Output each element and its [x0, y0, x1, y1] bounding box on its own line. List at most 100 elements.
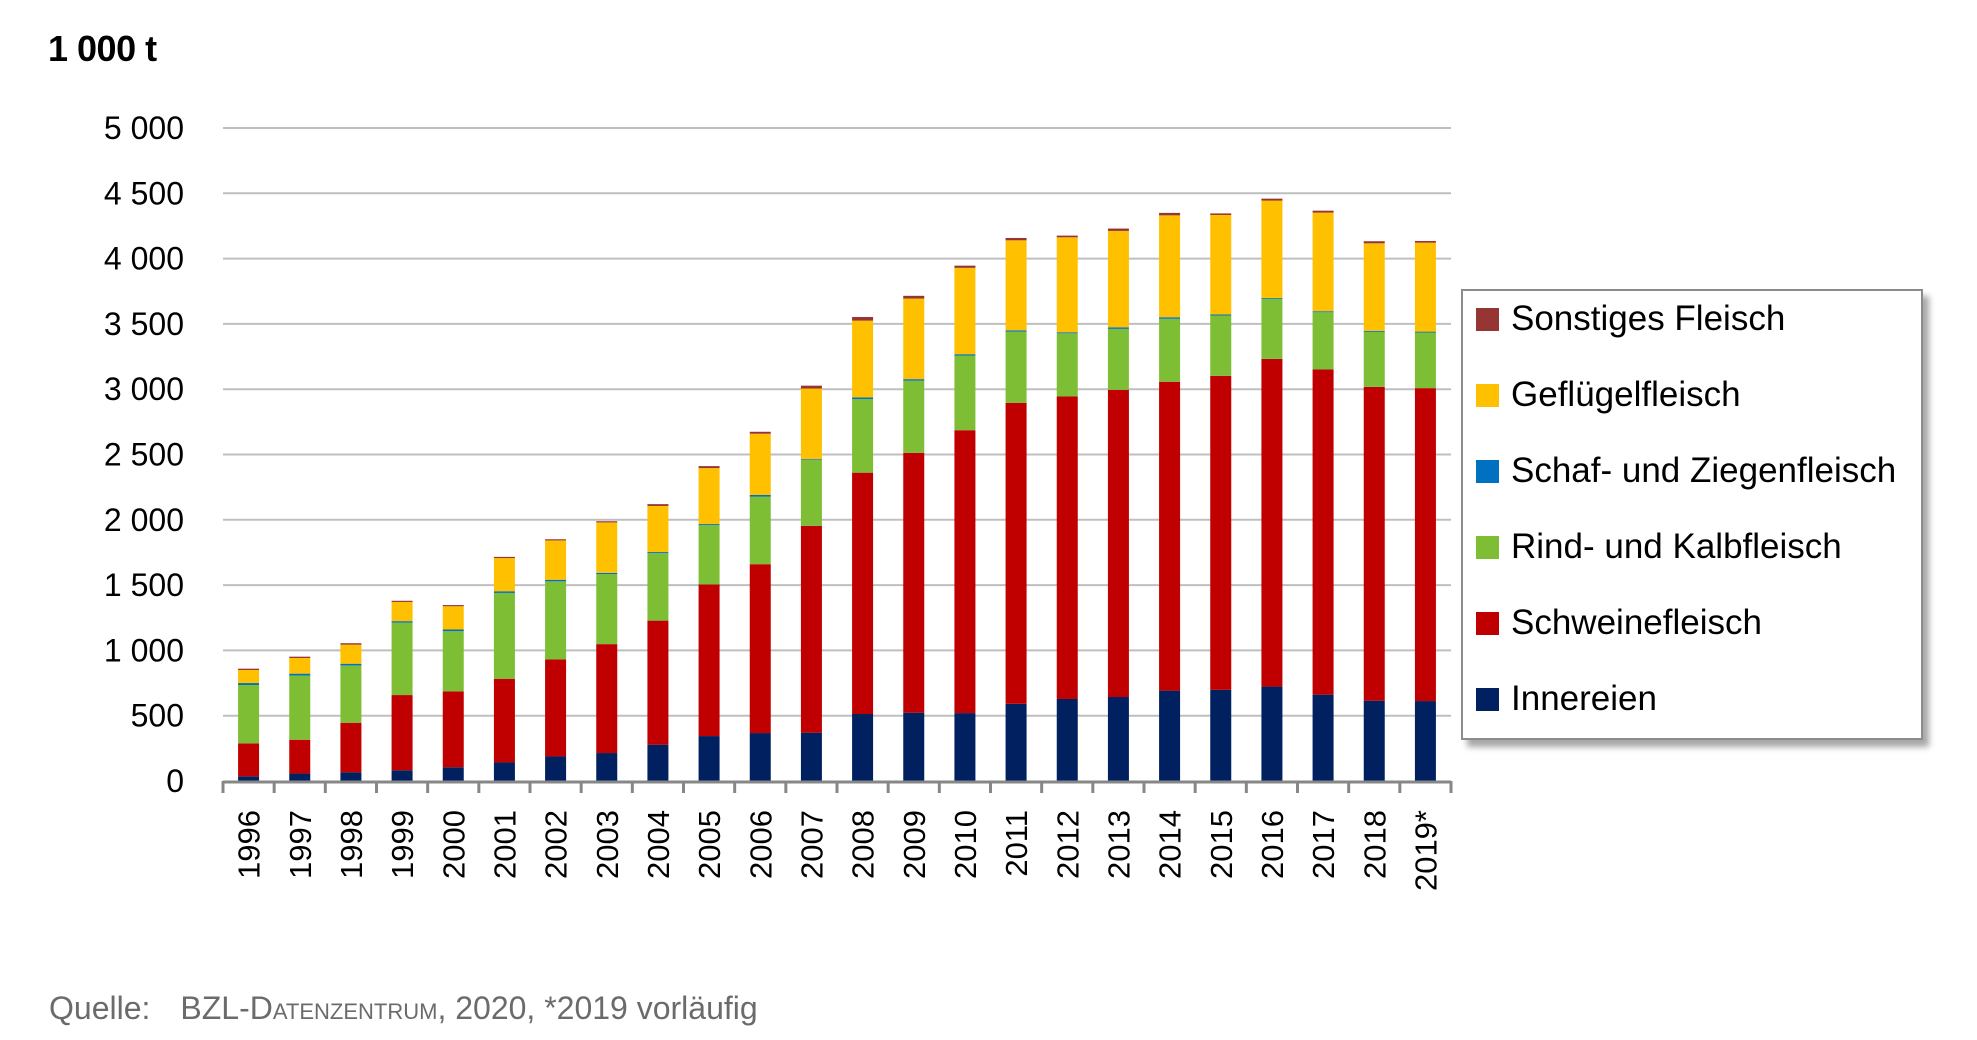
bar-segment-sonstiges-fleisch	[1107, 228, 1129, 231]
bar-segment-schweinefleisch	[903, 452, 925, 713]
bar-segment-rind-und-kalbfleisch	[903, 380, 925, 453]
bar-segment-schweinefleisch	[596, 644, 618, 754]
x-tick-label: 2011	[999, 810, 1034, 877]
x-tick-label: 2015	[1204, 810, 1239, 879]
bar-segment-sonstiges-fleisch	[1414, 240, 1436, 243]
x-tick-label: 2014	[1153, 810, 1188, 879]
bar-segment-geflügelfleisch	[1056, 237, 1078, 333]
bar-segment-geflügelfleisch	[1414, 242, 1436, 332]
bar-segment-innereien	[289, 773, 311, 781]
bar-segment-innereien	[1261, 686, 1283, 781]
x-tick-label: 2008	[846, 810, 881, 879]
bar-segment-rind-und-kalbfleisch	[1159, 318, 1181, 382]
bar-segment-schweinefleisch	[340, 722, 362, 773]
bar-segment-sonstiges-fleisch	[954, 265, 976, 268]
legend-label: Innereien	[1511, 679, 1657, 718]
legend-item: Geflügelfleisch	[1476, 375, 1741, 415]
bar-segment-rind-und-kalbfleisch	[442, 631, 464, 692]
bar-segment-schweinefleisch	[749, 564, 771, 734]
bar-segment-rind-und-kalbfleisch	[647, 553, 669, 621]
bar-segment-geflügelfleisch	[749, 433, 771, 495]
bar-segment-schweinefleisch	[493, 678, 515, 763]
legend-swatch	[1476, 383, 1499, 407]
bar-segment-schaf-und-ziegenfleisch	[1261, 297, 1283, 299]
bar-segment-innereien	[493, 762, 515, 781]
bar-segment-schweinefleisch	[800, 525, 822, 733]
x-axis	[221, 780, 1453, 793]
bar-segment-geflügelfleisch	[1312, 212, 1334, 312]
bar-segment-innereien	[391, 770, 413, 781]
x-tick-label: 2003	[590, 810, 625, 879]
y-tick-label: 2 500	[104, 437, 184, 473]
bar-segment-schweinefleisch	[442, 691, 464, 768]
bars	[238, 198, 1436, 781]
bar-segment-sonstiges-fleisch	[391, 600, 413, 602]
bar-segment-schaf-und-ziegenfleisch	[1005, 330, 1027, 332]
y-tick-label: 5 000	[104, 110, 184, 146]
y-tick-label: 1 500	[104, 567, 184, 603]
bar-segment-sonstiges-fleisch	[800, 385, 822, 389]
bar-segment-schaf-und-ziegenfleisch	[1312, 311, 1334, 313]
bar-segment-innereien	[1159, 690, 1181, 781]
bar-segment-schweinefleisch	[1363, 386, 1385, 701]
legend-swatch	[1476, 459, 1499, 483]
bar-segment-innereien	[545, 756, 567, 781]
bar-segment-sonstiges-fleisch	[1261, 198, 1283, 201]
bar-segment-rind-und-kalbfleisch	[1414, 332, 1436, 389]
bar-segment-innereien	[1056, 698, 1078, 781]
bar-segment-sonstiges-fleisch	[698, 466, 720, 469]
bar-segment-schweinefleisch	[1261, 358, 1283, 687]
bar-segment-schweinefleisch	[1159, 381, 1181, 691]
x-tick-label: 2002	[539, 810, 574, 879]
bar-segment-geflügelfleisch	[289, 657, 311, 674]
x-tick-label: 1997	[283, 810, 318, 879]
bar-segment-sonstiges-fleisch	[903, 295, 925, 299]
bar-segment-geflügelfleisch	[1005, 240, 1027, 331]
bar-segment-geflügelfleisch	[1261, 200, 1283, 298]
bar-segment-innereien	[698, 736, 720, 781]
bar-segment-schweinefleisch	[1107, 389, 1129, 698]
bar-segment-schweinefleisch	[647, 620, 669, 745]
bar-segment-geflügelfleisch	[493, 558, 515, 592]
bar-segment-rind-und-kalbfleisch	[391, 622, 413, 696]
bar-segment-schaf-und-ziegenfleisch	[493, 591, 515, 593]
bar-segment-sonstiges-fleisch	[493, 556, 515, 559]
bar-segment-sonstiges-fleisch	[545, 539, 567, 541]
bar-segment-schaf-und-ziegenfleisch	[1056, 332, 1078, 334]
bar-segment-sonstiges-fleisch	[289, 656, 311, 658]
bar-segment-sonstiges-fleisch	[238, 668, 260, 670]
bar-segment-sonstiges-fleisch	[852, 316, 874, 321]
source-org-rest: atenzentrum	[272, 990, 438, 1026]
bar-segment-sonstiges-fleisch	[1312, 210, 1334, 213]
x-tick-label: 2016	[1255, 810, 1290, 879]
y-tick-label: 3 000	[104, 371, 184, 407]
bar-segment-rind-und-kalbfleisch	[749, 496, 771, 565]
bar-segment-innereien	[954, 713, 976, 781]
bar-segment-schweinefleisch	[1210, 375, 1232, 690]
bar-segment-rind-und-kalbfleisch	[289, 675, 311, 740]
y-tick-label: 4 500	[104, 175, 184, 211]
bar-segment-sonstiges-fleisch	[749, 431, 771, 434]
bar-segment-schaf-und-ziegenfleisch	[1159, 317, 1181, 319]
legend-item: Rind- und Kalbfleisch	[1476, 527, 1842, 567]
x-tick-label: 2012	[1050, 810, 1085, 879]
source-org-initial: BZL-D	[180, 990, 273, 1026]
bar-segment-rind-und-kalbfleisch	[1056, 333, 1078, 397]
bar-segment-schaf-und-ziegenfleisch	[442, 629, 464, 632]
bar-segment-rind-und-kalbfleisch	[1312, 312, 1334, 370]
bar-segment-schaf-und-ziegenfleisch	[698, 523, 720, 525]
bar-segment-sonstiges-fleisch	[1159, 212, 1181, 216]
bar-segment-geflügelfleisch	[340, 644, 362, 664]
legend-label: Sonstiges Fleisch	[1511, 299, 1786, 338]
bar-segment-sonstiges-fleisch	[442, 605, 464, 607]
y-tick-label: 0	[166, 763, 184, 799]
x-tick-label: 1996	[232, 810, 267, 879]
bar-segment-rind-und-kalbfleisch	[1210, 315, 1232, 376]
bar-segment-geflügelfleisch	[800, 388, 822, 460]
bar-segment-innereien	[238, 776, 260, 781]
source-prefix: Quelle:	[49, 990, 151, 1026]
bar-segment-schaf-und-ziegenfleisch	[1107, 327, 1129, 329]
x-tick-label: 2007	[794, 810, 829, 879]
bar-segment-innereien	[800, 732, 822, 781]
bar-segment-schweinefleisch	[238, 743, 260, 777]
